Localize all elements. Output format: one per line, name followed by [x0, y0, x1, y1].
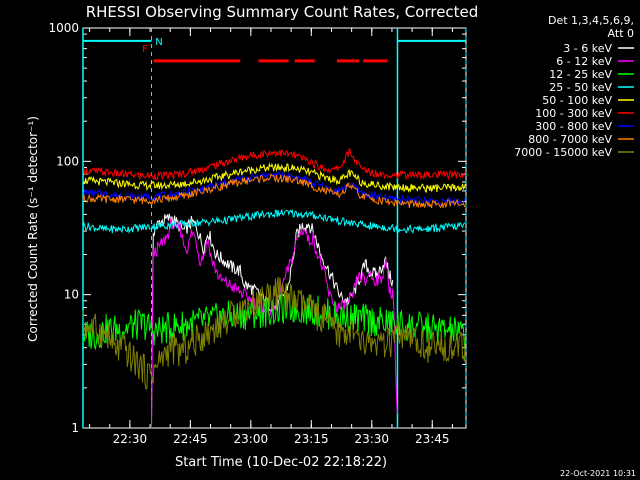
legend-label-6: 100 - 300 keV: [535, 107, 612, 120]
series-line-8: [82, 173, 466, 209]
y-tick-label: 1000: [48, 21, 79, 35]
y-axis-label: Corrected Count Rate (s⁻¹ detector⁻¹): [26, 116, 40, 342]
series-line-1: [151, 213, 394, 424]
flare-flag-label: F: [142, 44, 148, 55]
y-tick-label: 100: [56, 154, 79, 168]
y-tick-label: 1: [71, 421, 79, 435]
series-line-2: [151, 218, 398, 429]
legend-label-3: 12 - 25 keV: [549, 68, 612, 81]
legend-label-4: 25 - 50 keV: [549, 81, 612, 94]
x-tick-label: 23:00: [234, 432, 269, 446]
x-tick-label: 22:30: [113, 432, 148, 446]
legend-label-5: 50 - 100 keV: [542, 94, 612, 107]
series-line-9: [82, 276, 466, 390]
y-tick-label: 10: [64, 288, 79, 302]
legend-header-line-2: Att 0: [608, 27, 634, 40]
x-tick-label: 23:45: [415, 432, 450, 446]
footer-timestamp: 22-Oct-2021 10:31: [560, 469, 636, 478]
chart-title: RHESSI Observing Summary Count Rates, Co…: [86, 3, 479, 21]
series-line-4: [82, 208, 466, 235]
legend-label-9: 7000 - 15000 keV: [514, 146, 612, 159]
series-line-3: [82, 291, 466, 351]
x-tick-label: 23:15: [294, 432, 329, 446]
night-flag-label: N: [155, 37, 162, 48]
series-line-5: [82, 162, 466, 194]
plot-area: 1 10 100 1000 22:30 22:45 23:00 23:15 23:30 23:45…: [48, 21, 634, 446]
x-tick-label: 22:45: [173, 432, 208, 446]
x-tick-label: 23:30: [354, 432, 389, 446]
legend-label-8: 800 - 7000 keV: [528, 133, 612, 146]
legend-label-1: 3 - 6 keV: [563, 42, 612, 55]
legend-label-2: 6 - 12 keV: [556, 55, 612, 68]
x-axis-label: Start Time (10-Dec-02 22:18:22): [175, 455, 387, 470]
legend-header-line-1: Det 1,3,4,5,6,9,: [548, 14, 634, 27]
series-line-6: [82, 147, 466, 181]
legend-label-7: 300 - 800 keV: [535, 120, 612, 133]
